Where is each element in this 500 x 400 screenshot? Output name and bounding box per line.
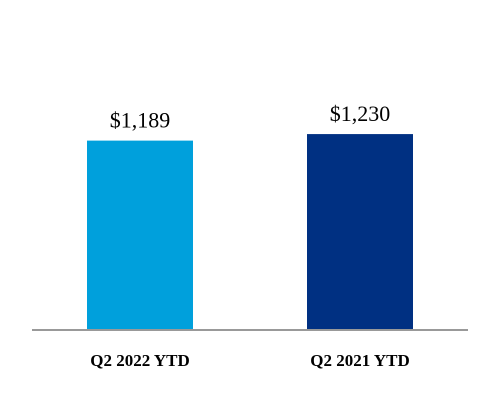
category-label-2: Q2 2021 YTD <box>310 351 410 370</box>
bar-2 <box>307 134 413 330</box>
category-label-1: Q2 2022 YTD <box>90 351 190 370</box>
bars-group <box>87 134 413 330</box>
bar-1 <box>87 140 193 330</box>
value-labels-group: $1,189 $1,230 <box>110 101 391 133</box>
value-label-2: $1,230 <box>330 101 391 126</box>
category-labels-group: Q2 2022 YTD Q2 2021 YTD <box>90 351 410 370</box>
value-label-1: $1,189 <box>110 108 171 133</box>
